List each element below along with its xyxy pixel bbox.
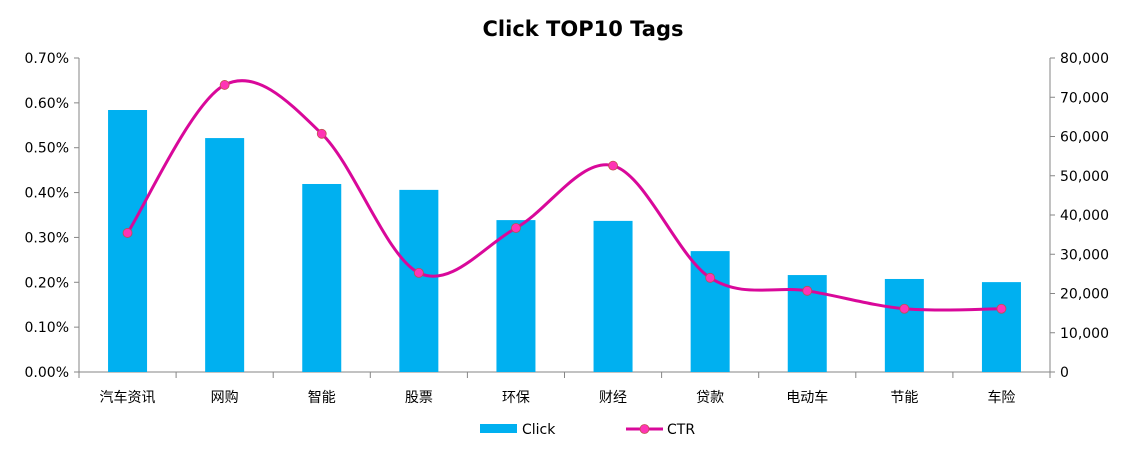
x-tick-label: 贷款	[696, 390, 724, 406]
ctr-marker	[608, 160, 618, 171]
ctr-marker	[899, 303, 910, 314]
bar-click	[981, 282, 1021, 372]
right-tick-label: 10,000	[1060, 326, 1109, 342]
right-tick-label: 60,000	[1060, 130, 1109, 146]
left-tick-label: 0.30%	[25, 230, 69, 246]
left-tick-label: 0.00%	[25, 365, 69, 381]
ctr-marker	[122, 228, 133, 238]
ctr-marker	[413, 267, 424, 278]
x-tick-label: 电动车	[786, 389, 828, 406]
bar-click	[690, 251, 730, 372]
bar-click	[884, 278, 924, 372]
ctr-marker	[511, 223, 521, 233]
right-tick-label: 40,000	[1060, 208, 1109, 224]
x-tick-label: 环保	[502, 390, 530, 406]
legend-ctr-marker	[639, 424, 650, 434]
bar-click	[496, 220, 536, 372]
bar-click	[205, 138, 245, 372]
left-tick-label: 0.10%	[25, 320, 69, 336]
legend-ctr-label: CTR	[667, 422, 695, 438]
x-tick-label: 网购	[211, 390, 239, 406]
bar-click	[399, 189, 439, 372]
right-tick-label: 80,000	[1060, 51, 1109, 67]
bar-click	[302, 183, 342, 372]
left-tick-label: 0.40%	[25, 186, 69, 202]
left-tick-label: 0.20%	[25, 275, 69, 291]
x-tick-label: 汽车资讯	[100, 389, 156, 406]
ctr-marker	[705, 272, 716, 283]
x-tick-label: 股票	[405, 390, 433, 406]
legend-click-swatch	[480, 424, 517, 433]
right-tick-label: 0	[1060, 365, 1069, 381]
bar-click	[593, 220, 633, 372]
right-tick-label: 50,000	[1060, 169, 1109, 185]
left-tick-label: 0.60%	[25, 96, 69, 112]
ctr-marker	[996, 303, 1007, 314]
left-tick-label: 0.50%	[25, 141, 69, 157]
ctr-marker	[802, 285, 813, 296]
ctr-marker	[219, 80, 230, 90]
line-ctr	[126, 79, 1002, 312]
right-tick-label: 20,000	[1060, 287, 1109, 303]
ctr-marker	[316, 128, 327, 139]
right-tick-label: 70,000	[1060, 90, 1109, 106]
legend-click-label: Click	[522, 422, 556, 438]
bar-click	[108, 110, 148, 372]
x-tick-label: 节能	[890, 390, 918, 406]
right-tick-label: 30,000	[1060, 247, 1109, 263]
x-tick-label: 车险	[987, 389, 1015, 406]
x-tick-label: 财经	[599, 390, 627, 406]
x-tick-label: 智能	[308, 390, 336, 406]
left-tick-label: 0.70%	[25, 51, 69, 67]
chart-title: Click TOP10 Tags	[483, 17, 684, 41]
